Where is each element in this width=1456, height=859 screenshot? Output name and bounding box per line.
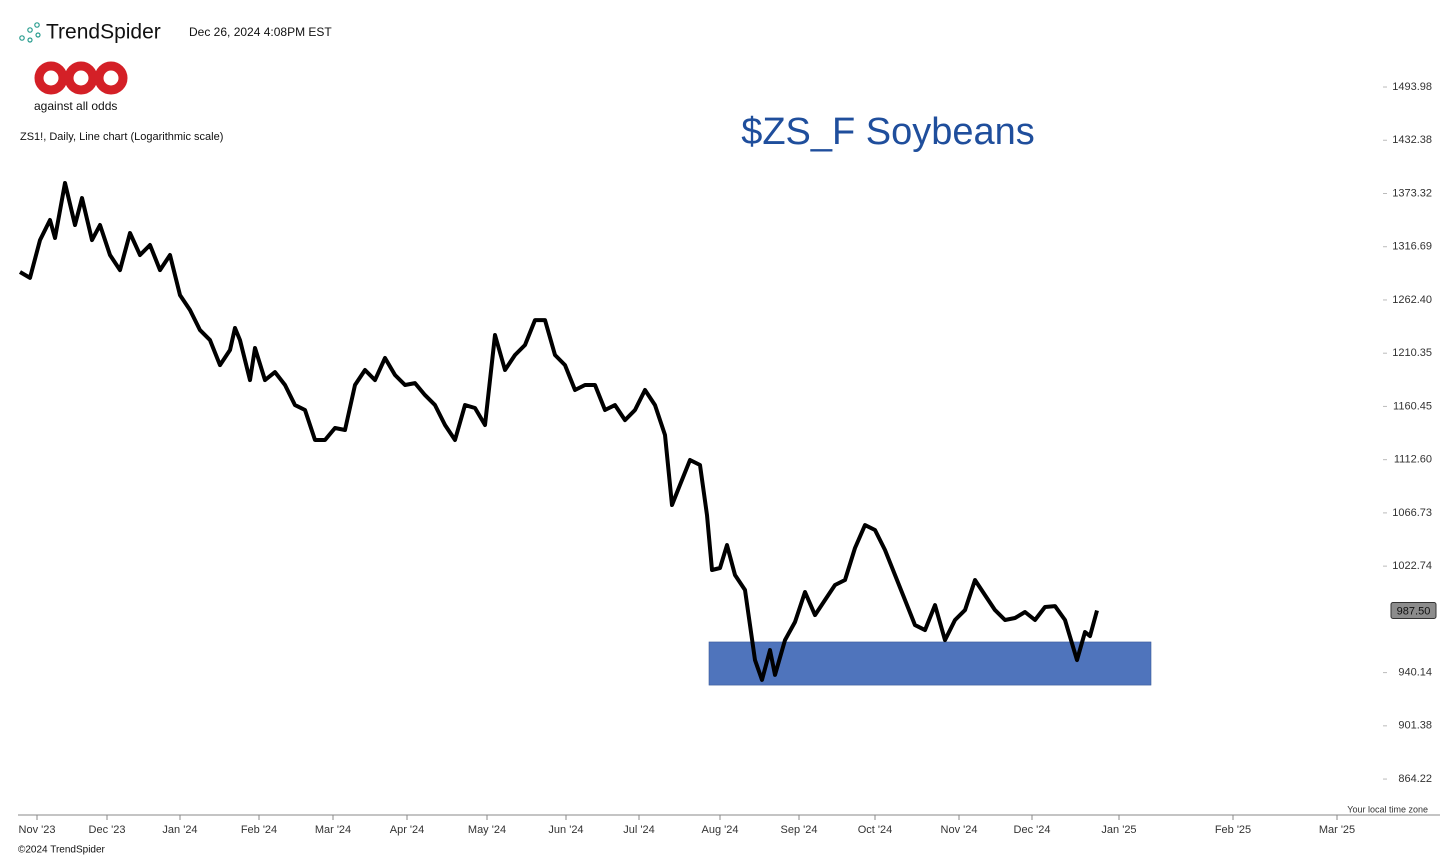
subtitle: ZS1!, Daily, Line chart (Logarithmic sca…: [20, 131, 223, 143]
timezone-note: Your local time zone: [1347, 804, 1428, 814]
chart-title: $ZS_F Soybeans: [741, 111, 1035, 153]
copyright: ©2024 TrendSpider: [18, 845, 106, 856]
timestamp: Dec 26, 2024 4:08PM EST: [189, 25, 332, 39]
x-tick-label: Jun '24: [548, 824, 583, 836]
x-tick-label: Dec '23: [89, 824, 126, 836]
x-tick-label: Jul '24: [623, 824, 654, 836]
y-tick-label: 1373.32: [1392, 187, 1432, 199]
x-tick-label: Mar '25: [1319, 824, 1355, 836]
price-tag: [1390, 601, 1437, 619]
price-line: [18, 181, 1099, 682]
x-tick-label: May '24: [468, 824, 506, 836]
x-tick-label: Aug '24: [702, 824, 739, 836]
y-tick-label: 1432.38: [1392, 134, 1432, 146]
brand: TrendSpider: [46, 21, 161, 44]
x-tick-label: Jan '25: [1101, 824, 1136, 836]
brand-icon: [19, 22, 41, 43]
x-tick-label: Oct '24: [858, 824, 893, 836]
y-tick-label: 1112.60: [1394, 454, 1432, 466]
x-tick-label: Dec '24: [1014, 824, 1051, 836]
price-tag-label: 987.50: [1397, 605, 1431, 617]
y-tick-label: 1210.35: [1392, 347, 1432, 359]
x-tick-label: Jan '24: [162, 824, 197, 836]
x-tick-label: Feb '24: [241, 824, 277, 836]
y-tick-label: 1316.69: [1392, 241, 1432, 253]
x-tick-label: Nov '23: [19, 824, 56, 836]
x-tick-label: Nov '24: [941, 824, 978, 836]
x-tick-label: Apr '24: [390, 824, 425, 836]
y-tick-label: 1066.73: [1392, 507, 1432, 519]
x-tick-label: Mar '24: [315, 824, 351, 836]
y-tick-label: 1262.40: [1392, 294, 1432, 306]
y-tick-label: 864.22: [1398, 773, 1432, 785]
logo-text: against all odds: [34, 99, 117, 113]
x-tick-label: Sep '24: [781, 824, 818, 836]
y-tick-label: 1493.98: [1392, 81, 1432, 93]
y-tick-label: 940.14: [1398, 667, 1432, 679]
logo: [34, 61, 128, 95]
x-tick-label: Feb '25: [1215, 824, 1251, 836]
y-tick-label: 1022.74: [1392, 560, 1432, 572]
y-tick-label: 901.38: [1398, 720, 1432, 732]
support-zone: [708, 641, 1152, 686]
y-tick-label: 1160.45: [1393, 400, 1432, 412]
